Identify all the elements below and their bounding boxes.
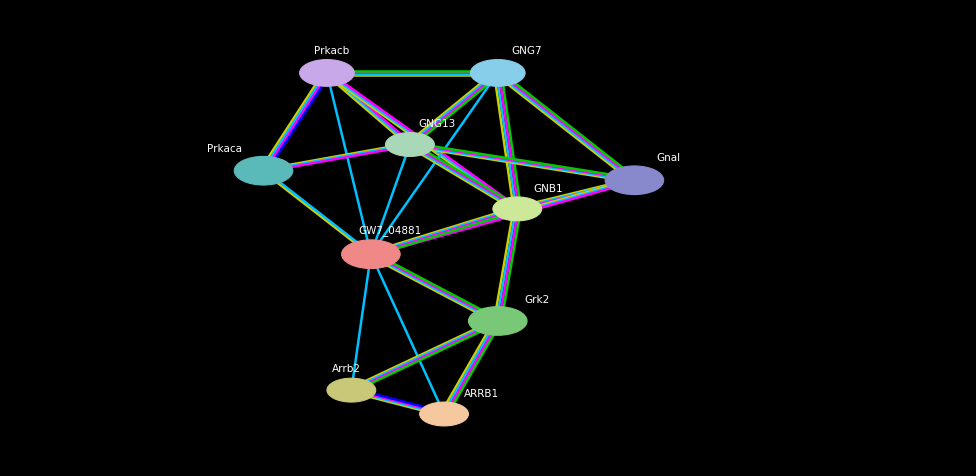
Text: GW7_04881: GW7_04881 <box>359 225 422 236</box>
Text: Prkacb: Prkacb <box>314 46 349 56</box>
Circle shape <box>493 198 542 221</box>
Circle shape <box>327 378 376 402</box>
Text: Gnal: Gnal <box>657 153 680 163</box>
Text: ARRB1: ARRB1 <box>464 388 499 398</box>
Text: GNG13: GNG13 <box>419 119 456 129</box>
Circle shape <box>342 240 400 269</box>
Circle shape <box>234 157 293 186</box>
Circle shape <box>300 60 354 87</box>
Circle shape <box>605 167 664 195</box>
Text: GNB1: GNB1 <box>534 184 563 194</box>
Circle shape <box>386 133 434 157</box>
Text: Arrb2: Arrb2 <box>332 363 361 373</box>
Text: GNG7: GNG7 <box>511 46 543 56</box>
Circle shape <box>420 402 468 426</box>
Circle shape <box>468 307 527 336</box>
Circle shape <box>470 60 525 87</box>
Text: Grk2: Grk2 <box>524 294 549 304</box>
Text: Prkaca: Prkaca <box>207 143 242 153</box>
